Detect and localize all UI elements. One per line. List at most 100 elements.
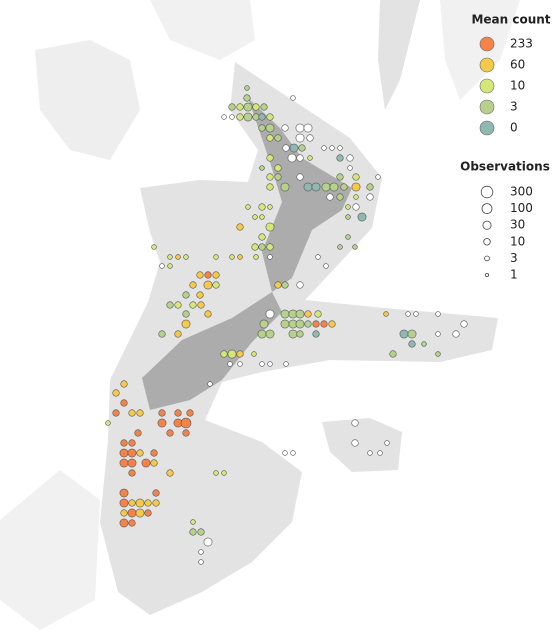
observation-point (127, 508, 137, 518)
observation-point (198, 559, 204, 565)
observation-point (112, 389, 120, 397)
observation-point (166, 301, 174, 309)
observation-point (213, 254, 219, 260)
observation-point (128, 439, 136, 447)
observation-point (266, 173, 274, 181)
observation-point (352, 173, 360, 181)
observation-point (281, 281, 289, 289)
observation-point (352, 244, 358, 250)
observation-point (258, 203, 266, 211)
legend-label: 60 (510, 58, 525, 72)
observation-point (384, 440, 390, 446)
observation-point (196, 271, 204, 279)
observation-point (105, 420, 111, 426)
observation-point (367, 450, 373, 456)
legend-swatch (479, 120, 495, 136)
observation-point (175, 254, 181, 260)
observation-point (320, 320, 328, 328)
legend-label: 3 (510, 100, 518, 114)
observation-point (435, 331, 441, 337)
legend-label: 233 (510, 37, 533, 51)
observation-point (236, 103, 244, 111)
observation-point (203, 280, 213, 290)
observation-point (221, 470, 227, 476)
observation-point (174, 409, 182, 417)
observation-point (280, 309, 290, 319)
observation-point (345, 214, 351, 220)
observation-point (307, 155, 313, 161)
observation-point (167, 254, 173, 260)
observation-point (274, 173, 282, 181)
observation-point (377, 450, 383, 456)
observation-point (321, 182, 331, 192)
observation-point (258, 124, 266, 132)
observation-point (375, 174, 381, 180)
observation-point (266, 134, 274, 142)
observation-point (243, 94, 251, 102)
legend-swatch (479, 36, 495, 52)
observation-point (315, 254, 321, 260)
observation-point (351, 419, 359, 427)
observation-point (288, 329, 298, 339)
observation-point (157, 418, 167, 428)
observation-point (351, 182, 361, 192)
legend-label: 10 (510, 79, 525, 93)
land-shelf (0, 0, 520, 630)
observation-point (383, 311, 389, 317)
observation-point (182, 429, 190, 437)
observation-point (204, 271, 212, 279)
observation-point (347, 165, 353, 171)
observation-point (120, 509, 128, 517)
observation-point (274, 134, 282, 142)
observation-point (228, 103, 236, 111)
observation-point (413, 311, 419, 317)
observation-point (328, 320, 336, 328)
observation-point (212, 281, 220, 289)
observation-point (345, 204, 351, 210)
observation-point (266, 113, 274, 121)
observation-point (197, 528, 205, 536)
legend: Mean count Observations 2336010303001003… (460, 13, 551, 282)
observation-point (312, 330, 320, 338)
observation-point (351, 439, 359, 447)
observation-point (321, 145, 327, 151)
observation-point (245, 204, 251, 210)
observation-point (251, 243, 259, 251)
observation-point (112, 409, 120, 417)
observation-point (296, 330, 304, 338)
observation-point (144, 509, 152, 517)
observation-point (260, 103, 268, 111)
observation-point (295, 309, 305, 319)
observation-point (336, 154, 344, 162)
observation-point (128, 409, 136, 417)
observation-point (408, 340, 416, 348)
observation-point (323, 263, 329, 269)
observation-point (290, 450, 296, 456)
legend-size (482, 220, 492, 230)
legend-size (480, 185, 494, 199)
legend-label: 100 (510, 201, 533, 215)
observation-point (159, 263, 165, 269)
observation-point (266, 183, 274, 191)
observation-point (306, 134, 314, 142)
observation-point (167, 263, 173, 269)
observation-point (289, 143, 299, 153)
observation-point (229, 114, 235, 120)
observation-point (295, 319, 305, 329)
observation-point (389, 350, 397, 358)
observation-point (203, 537, 213, 547)
observation-point (274, 281, 282, 289)
observation-point (119, 498, 129, 508)
observation-point (252, 103, 260, 111)
observation-point (259, 214, 265, 220)
land (142, 98, 352, 410)
observation-point (265, 309, 275, 319)
observation-point (134, 429, 142, 437)
observation-point (287, 153, 297, 163)
observation-point (229, 254, 235, 260)
observation-point (266, 243, 274, 251)
observation-point (296, 154, 304, 162)
observation-point (265, 222, 275, 232)
observation-point (127, 458, 137, 468)
observation-point (151, 244, 157, 250)
